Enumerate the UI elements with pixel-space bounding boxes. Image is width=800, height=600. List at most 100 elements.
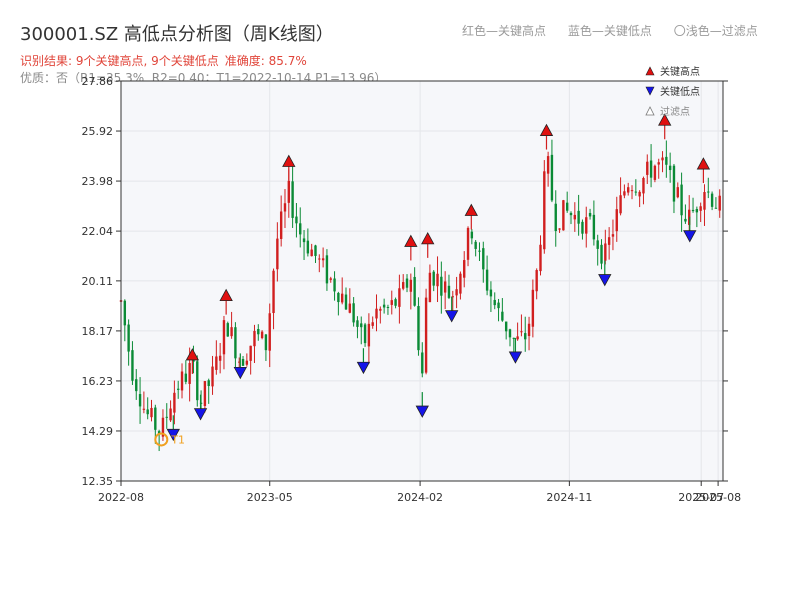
candle-body (657, 162, 660, 165)
candle-body (474, 241, 477, 249)
y-tick-label: 25.92 (82, 125, 114, 138)
candle-body (337, 292, 340, 303)
t1-marker (154, 432, 169, 447)
legend-high-label: 关键高点 (660, 65, 700, 78)
candle-body (470, 231, 474, 239)
candle-body (405, 278, 409, 288)
candle-body (478, 250, 481, 252)
candle-body (585, 217, 588, 234)
candle-body (238, 361, 241, 363)
candle-body (665, 156, 668, 165)
candle-body (363, 324, 367, 344)
candle-body (310, 249, 313, 257)
candle-body (264, 334, 268, 351)
x-tick-label: 2023-05 (247, 491, 293, 504)
y-tick-label: 20.11 (82, 275, 114, 288)
candle-body (565, 202, 569, 211)
candle-body (215, 356, 218, 370)
candle-body (230, 327, 233, 337)
candle-body (394, 299, 397, 306)
candle-body (684, 218, 687, 222)
result-summary: 识别结果: 9个关键高点, 9个关键低点 准确度: 85.7% (20, 52, 307, 69)
candle-body (600, 244, 603, 264)
candle-body (623, 191, 626, 196)
candle-body (146, 409, 149, 415)
x-tick-label: 2025-08 (695, 491, 741, 504)
key-high-marker (282, 154, 296, 167)
candle-body (417, 306, 420, 351)
y-tick-label: 23.98 (82, 175, 114, 188)
candle-body (302, 238, 306, 243)
candle-body (535, 270, 538, 292)
candle-body (485, 269, 489, 291)
candle-body (596, 240, 599, 249)
candle-body (676, 187, 679, 198)
candle-body (588, 212, 592, 217)
candle-body (710, 193, 714, 207)
candle-body (428, 272, 432, 303)
candle-body (520, 331, 523, 333)
candle-body (543, 171, 546, 250)
y-tick-label: 14.29 (82, 425, 114, 438)
accuracy-text: 准确度: 85.7% (224, 54, 307, 68)
candle-body (615, 209, 618, 232)
key-high-marker (464, 203, 478, 216)
key-low-marker (508, 351, 523, 364)
candle-body (142, 408, 146, 410)
candle-body (524, 333, 527, 340)
candle-body (203, 381, 207, 407)
key-high-marker (696, 157, 711, 170)
candle-body (649, 160, 653, 178)
candle-body (222, 320, 226, 355)
candle-body (390, 300, 393, 305)
candle-body (306, 240, 310, 254)
candle-body (375, 308, 378, 319)
candle-body (371, 322, 374, 326)
y-tick-label: 12.35 (82, 475, 114, 488)
x-tick-label: 2022-08 (98, 491, 144, 504)
candle-body (638, 191, 641, 197)
key-high-marker (185, 348, 200, 361)
candle-body (299, 223, 302, 235)
candle-body (718, 195, 721, 211)
candle-body (489, 289, 493, 297)
candle-body (413, 276, 416, 306)
candle-body (173, 392, 176, 413)
key-low-marker (445, 310, 459, 323)
candle-body (295, 216, 298, 224)
candle-body (546, 156, 550, 174)
candle-body (318, 258, 321, 260)
x-axis: 2022-08 2023-05 2024-02 2024-11 2025-072025-… (98, 481, 741, 504)
candle-body (554, 203, 557, 232)
candle-body (661, 157, 664, 161)
candle-body (344, 294, 348, 310)
x-tick-label: 2024-02 (397, 491, 443, 504)
key-low-marker (598, 274, 612, 287)
candle-body (432, 271, 435, 286)
legend-filtered-icon (645, 106, 655, 116)
candle-body (287, 180, 290, 203)
candle-body (352, 303, 355, 323)
x-tick-label: 2024-11 (546, 491, 592, 504)
candle-body (501, 311, 504, 321)
candle-body (169, 408, 172, 421)
t1-label: T1 (170, 433, 185, 446)
candle-body (226, 323, 229, 337)
candle-body (150, 407, 153, 418)
candle-body (627, 187, 630, 193)
candle-body (653, 165, 657, 180)
candle-body (340, 293, 344, 303)
candle-body (459, 273, 462, 294)
candle-body (283, 203, 287, 212)
candle-body (455, 289, 458, 296)
candle-body (127, 324, 130, 352)
key-low-marker (356, 361, 371, 375)
candle-body (550, 154, 554, 201)
candle-body (539, 244, 542, 272)
candle-body (497, 302, 500, 309)
key-high-marker (404, 234, 418, 247)
candle-body (466, 227, 470, 260)
key-point-markers: T1 (154, 113, 711, 447)
candle-body (348, 303, 352, 313)
